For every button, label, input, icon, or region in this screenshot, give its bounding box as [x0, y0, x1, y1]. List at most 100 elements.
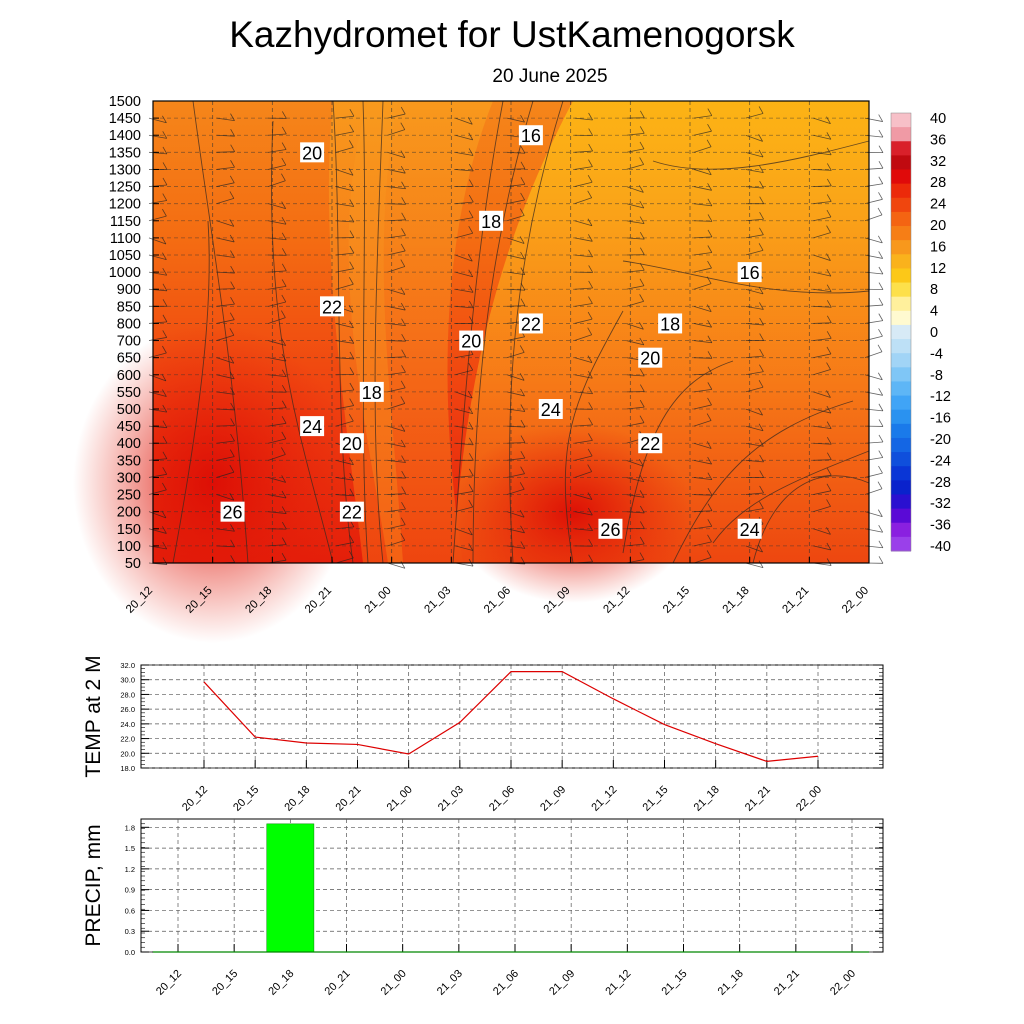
wind-barb-flag [162, 283, 168, 291]
wind-barb [864, 254, 883, 259]
contour-label-box [737, 262, 762, 283]
wind-barb-flag [401, 486, 406, 494]
wind-barb-flag [878, 297, 884, 306]
wind-barb [574, 254, 593, 258]
wind-barb [864, 457, 883, 461]
wind-barb [574, 391, 593, 395]
temp-x-tick-label: 21_21 [743, 784, 773, 814]
wind-barb-flag [878, 388, 884, 396]
wind-barb [813, 408, 831, 414]
colorbar-tick-label: -20 [930, 432, 951, 448]
wind-barb [693, 203, 712, 207]
wind-barb-flag [161, 236, 167, 245]
wind-barb-flag [706, 139, 712, 147]
wind-barb [813, 545, 831, 551]
wind-barb-flag [639, 126, 645, 134]
wind-barb [506, 117, 525, 123]
wind-barb [574, 318, 593, 324]
wind-barb [626, 132, 645, 136]
wind-barb [574, 357, 593, 364]
cross-section-y-tick-label: 600 [117, 368, 141, 384]
wind-barb-flag [707, 260, 712, 269]
wind-barb [626, 186, 644, 193]
wind-barb [574, 237, 593, 242]
wind-barb-flag [878, 465, 883, 474]
colorbar-tick-label: 36 [930, 132, 946, 148]
wind-barb-flag [706, 276, 712, 284]
wind-barb [335, 131, 354, 136]
wind-barb-flag [162, 208, 167, 217]
contour-label-text: 20 [302, 143, 322, 163]
temp-y-tick-label: 28.0 [120, 690, 135, 699]
wind-barb [455, 201, 474, 205]
wind-barb-flag [639, 415, 645, 423]
wind-barb-flag [229, 492, 235, 501]
page-subtitle: 20 June 2025 [492, 66, 608, 87]
wind-barb [455, 369, 473, 376]
wind-barb [626, 285, 645, 290]
cross-section-y-tick-label: 1300 [109, 162, 141, 178]
temp-y-tick-label: 26.0 [120, 705, 135, 714]
wind-barb [455, 491, 474, 495]
wind-barb-flag [162, 177, 168, 186]
wind-barb-flag [639, 216, 645, 224]
wind-barb-flag [349, 351, 355, 360]
wind-barb [813, 185, 832, 187]
wind-barb-flag [468, 210, 474, 218]
colorbar-swatch [891, 240, 911, 255]
wind-barb [574, 374, 593, 379]
wind-barb-flag [162, 345, 167, 354]
wind-barb [335, 323, 354, 329]
colorbar-swatch [891, 310, 911, 326]
wind-barb [148, 458, 167, 461]
colorbar-tick-label: -36 [930, 518, 951, 534]
wind-barb [864, 335, 883, 341]
wind-barb [574, 528, 593, 532]
wind-barb [268, 494, 287, 499]
wind-barb [387, 129, 405, 136]
wind-barb-flag [401, 349, 406, 357]
wind-barb [387, 203, 406, 205]
colorbar-swatch [891, 353, 911, 368]
wind-barb-flag [639, 185, 644, 193]
wind-barb-flag [349, 214, 355, 223]
wind-barb [387, 477, 406, 479]
wind-barb [216, 545, 235, 548]
wind-barb [745, 386, 764, 393]
wind-barb [626, 300, 644, 307]
cross-section-y-tick-label: 1250 [109, 180, 141, 196]
wind-barb [693, 115, 712, 119]
wind-barb-flag [588, 249, 593, 258]
wind-barb-flag [758, 134, 763, 142]
contour-label-text: 26 [223, 503, 243, 523]
wind-barb [216, 528, 235, 532]
precip-x-tick-label: 20_12 [154, 968, 184, 998]
wind-barb-flag [468, 362, 474, 371]
contour-label: 26 [598, 518, 623, 540]
wind-barb-flag [826, 390, 831, 398]
wind-barb [693, 305, 712, 312]
wind-barb-flag [281, 126, 287, 135]
wind-barb-flag [348, 277, 354, 285]
wind-barb-flag [401, 318, 406, 326]
wind-barb-flag [588, 296, 593, 304]
wind-barb [455, 217, 474, 222]
contour-label-text: 24 [541, 400, 561, 420]
wind-barb-flag [229, 328, 235, 336]
wind-barb [335, 340, 354, 344]
wind-barb-flag [229, 371, 235, 380]
wind-barb [387, 234, 406, 239]
wind-barb-flag [878, 525, 884, 533]
wind-barb-flag [520, 541, 526, 549]
temp-x-tick-label: 21_03 [436, 784, 466, 814]
temp-x-tick-label: 20_12 [180, 784, 210, 814]
wind-barb [693, 459, 712, 465]
wind-barb [506, 305, 526, 307]
wind-barb [268, 422, 287, 427]
wind-barb [455, 254, 473, 262]
contour-label-box [300, 416, 325, 437]
wind-barb [216, 334, 234, 341]
wind-barb-flag [878, 403, 884, 412]
wind-barb [745, 545, 763, 553]
wind-barb [864, 472, 883, 478]
